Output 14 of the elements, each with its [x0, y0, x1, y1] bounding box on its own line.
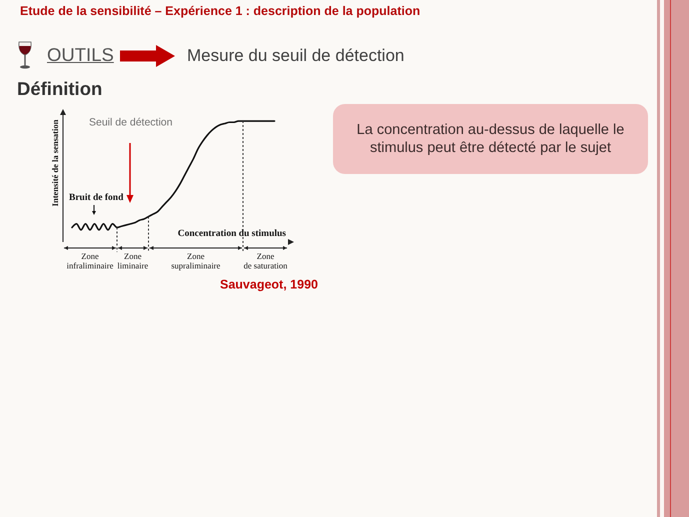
- note-box: La concentration au-dessus de laquelle le stimulus peut être détecté par le sujet: [333, 104, 648, 174]
- annotation: Seuil de détection: [89, 116, 173, 128]
- annotation: Bruit de fond: [69, 193, 124, 203]
- text: Définition: [17, 78, 102, 99]
- text: Zone liminaire: [117, 251, 148, 270]
- x-axis-title: Concentration du stimulus: [178, 229, 286, 239]
- text: Zone supraliminaire: [171, 251, 221, 270]
- y-axis-title: Intensité de la sensation: [50, 119, 60, 206]
- chart-title: Etude de la sensibilité – Expérience 1 : description de la population: [20, 4, 420, 18]
- text: Sauvageot, 1990: [220, 278, 318, 292]
- chart-subtitle: Mesure du seuil de détection: [187, 46, 404, 65]
- text: OUTILS: [47, 44, 114, 65]
- text: Zone infraliminaire: [66, 251, 114, 270]
- text: Zone de saturation: [244, 251, 288, 270]
